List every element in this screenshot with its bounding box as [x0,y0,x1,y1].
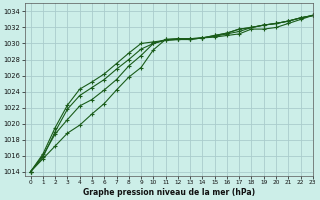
X-axis label: Graphe pression niveau de la mer (hPa): Graphe pression niveau de la mer (hPa) [83,188,255,197]
